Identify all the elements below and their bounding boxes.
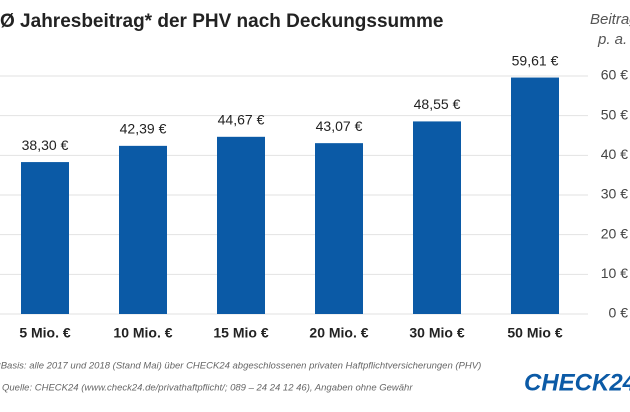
- value-label: 59,61 €: [512, 52, 559, 68]
- bar: [511, 77, 559, 314]
- bar: [413, 121, 461, 314]
- y-tick-label: 10 €: [601, 265, 628, 281]
- value-label: 42,39 €: [120, 121, 167, 137]
- y-axis-label: p. a.: [597, 31, 627, 48]
- y-axis-label: Beitrag: [590, 11, 630, 28]
- y-tick-label: 40 €: [601, 146, 628, 162]
- x-tick-label: 5 Mio. €: [19, 325, 71, 341]
- bar: [21, 162, 69, 314]
- x-tick-label: 15 Mio €: [213, 325, 268, 341]
- chart-title: Ø Jahresbeitrag* der PHV nach Deckungssu…: [0, 11, 444, 32]
- footnote: *Basis: alle 2017 und 2018 (Stand Mai) ü…: [0, 361, 481, 372]
- y-tick-label: 20 €: [601, 225, 628, 241]
- value-label: 38,30 €: [22, 137, 69, 153]
- bar: [119, 145, 167, 314]
- y-tick-label: 30 €: [601, 186, 628, 202]
- logo: CHECK24: [524, 369, 630, 396]
- value-label: 48,55 €: [414, 96, 461, 112]
- x-tick-label: 20 Mio. €: [309, 325, 368, 341]
- x-tick-label: 30 Mio €: [409, 325, 464, 341]
- y-tick-label: 0 €: [609, 305, 629, 321]
- x-tick-label: 10 Mio. €: [113, 325, 172, 341]
- y-tick-label: 60 €: [601, 67, 628, 83]
- y-tick-label: 50 €: [601, 106, 628, 122]
- x-tick-label: 50 Mio €: [507, 325, 562, 341]
- value-label: 44,67 €: [218, 112, 265, 128]
- bar: [315, 143, 363, 314]
- footnote: Quelle: CHECK24 (www.check24.de/privatha…: [2, 383, 413, 394]
- bar: [217, 136, 265, 314]
- value-label: 43,07 €: [316, 118, 363, 134]
